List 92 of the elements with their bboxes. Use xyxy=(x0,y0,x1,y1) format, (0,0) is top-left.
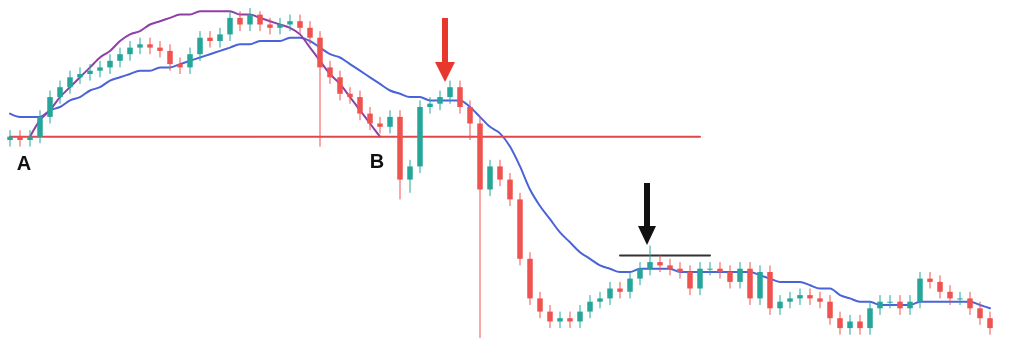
candlestick xyxy=(167,43,173,72)
candlestick xyxy=(7,129,13,148)
candlestick xyxy=(177,57,183,75)
candlestick xyxy=(577,304,583,329)
candlestick xyxy=(957,291,963,306)
candlestick xyxy=(707,261,713,276)
candlestick xyxy=(687,264,693,296)
candlestick xyxy=(237,10,243,32)
candlestick xyxy=(127,40,133,62)
candlestick xyxy=(627,271,633,299)
candlestick xyxy=(47,90,53,124)
candlestick xyxy=(367,106,373,131)
candlestick xyxy=(837,311,843,336)
candlestick xyxy=(137,37,143,55)
candlestick xyxy=(857,314,863,336)
candlestick xyxy=(427,96,433,115)
candlestick xyxy=(617,281,623,299)
candlestick xyxy=(467,99,473,141)
candlestick xyxy=(117,47,123,68)
candlestick xyxy=(907,294,913,316)
candlestick xyxy=(777,294,783,316)
candlestick xyxy=(647,245,653,276)
candlestick xyxy=(197,30,203,62)
candlestick xyxy=(37,109,43,144)
candlestick xyxy=(227,10,233,42)
candlestick xyxy=(57,80,63,105)
candlestick xyxy=(287,14,293,32)
candlestick xyxy=(87,63,93,82)
candlestick xyxy=(347,86,353,105)
annotation: A xyxy=(16,152,32,174)
candlestick xyxy=(797,288,803,306)
candlestick xyxy=(357,90,363,121)
candlestick xyxy=(677,261,683,280)
candlestick xyxy=(297,14,303,35)
candlestick xyxy=(107,53,113,75)
candlestick xyxy=(17,129,23,148)
candlestick xyxy=(667,258,673,276)
candlestick xyxy=(537,291,543,319)
candlestick xyxy=(977,301,983,326)
candlestick xyxy=(657,255,663,273)
candlestick xyxy=(27,129,33,148)
candlestick xyxy=(717,261,723,280)
candlestick xyxy=(887,294,893,309)
candlestick xyxy=(847,314,853,336)
candlestick xyxy=(217,27,223,49)
candlestick xyxy=(207,30,213,49)
candlestick xyxy=(827,294,833,326)
candlestick xyxy=(877,294,883,316)
candlestick xyxy=(937,274,943,299)
candlestick xyxy=(807,288,813,306)
candlestick xyxy=(387,109,393,134)
candlestick xyxy=(547,304,553,329)
candlestick xyxy=(407,159,413,194)
candlestick xyxy=(787,291,793,309)
candlestick xyxy=(947,284,953,306)
candlestick xyxy=(737,261,743,289)
candlestick xyxy=(437,90,443,111)
candlestick xyxy=(267,17,273,35)
candlestick xyxy=(567,311,573,329)
candlestick xyxy=(497,159,503,187)
candlestick xyxy=(867,301,873,336)
candlestick xyxy=(607,281,613,306)
candlestick xyxy=(727,264,733,289)
candlestick xyxy=(447,80,453,105)
candlestick xyxy=(817,291,823,309)
candlestick xyxy=(507,172,513,207)
candlestick xyxy=(487,159,493,197)
candlestick xyxy=(637,261,643,286)
candlestick xyxy=(457,80,463,115)
candlestick xyxy=(277,17,283,35)
candlestick xyxy=(897,294,903,316)
candlestick xyxy=(187,47,193,75)
candlestick xyxy=(557,311,563,329)
candlestick xyxy=(917,271,923,309)
candlestick xyxy=(257,10,263,32)
candlestick xyxy=(697,261,703,296)
candlestick xyxy=(987,311,993,336)
candlestick xyxy=(597,291,603,309)
candlestick xyxy=(247,7,253,32)
candlestick xyxy=(97,60,103,78)
candlestick xyxy=(307,20,313,45)
candlestick xyxy=(587,294,593,319)
candlestick xyxy=(77,66,83,85)
candlestick xyxy=(67,70,73,95)
candlestick xyxy=(927,271,933,289)
annotation: B xyxy=(369,150,385,172)
candlestick xyxy=(147,37,153,55)
candlestick xyxy=(157,40,163,58)
candlestick xyxy=(337,70,343,101)
candlestick xyxy=(377,116,383,134)
candlestick xyxy=(967,291,973,316)
candlestick xyxy=(327,60,333,85)
